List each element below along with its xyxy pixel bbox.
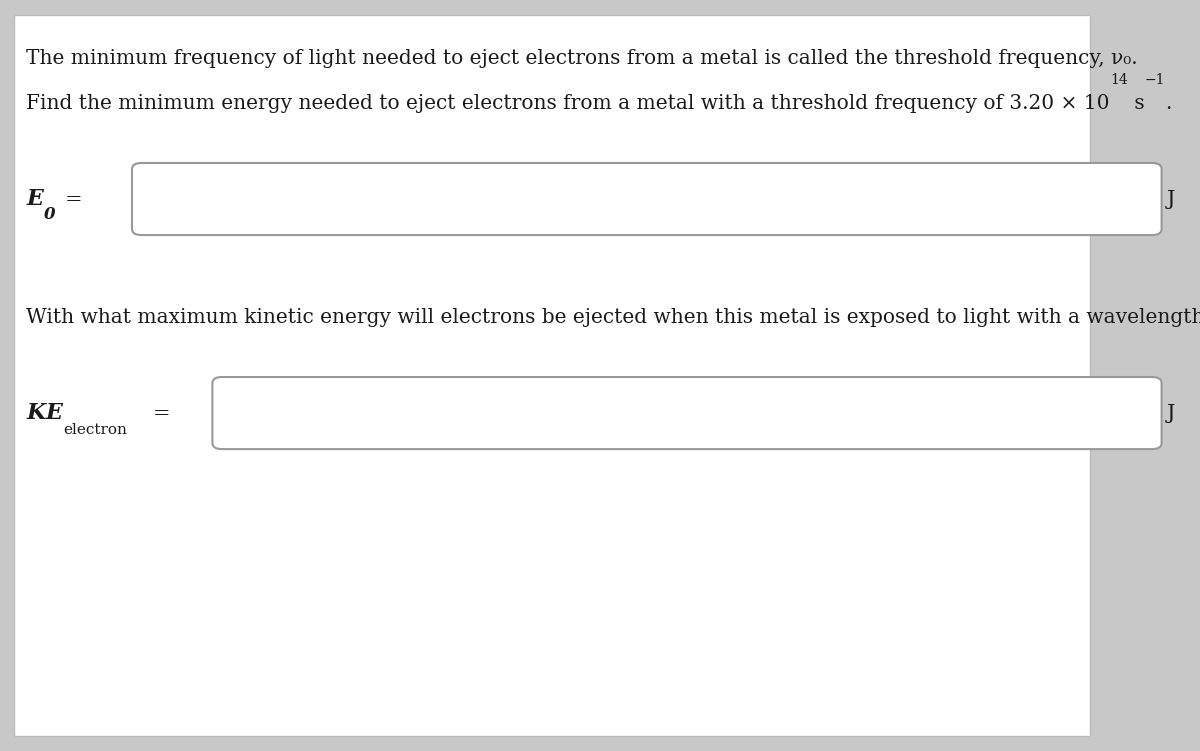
Text: J: J: [1166, 189, 1175, 209]
Text: 14: 14: [1110, 73, 1128, 87]
Text: K: K: [26, 402, 46, 424]
FancyBboxPatch shape: [132, 163, 1162, 235]
Text: The minimum frequency of light needed to eject electrons from a metal is called : The minimum frequency of light needed to…: [26, 49, 1138, 68]
Text: E: E: [46, 402, 62, 424]
Text: Find the minimum energy needed to eject electrons from a metal with a threshold : Find the minimum energy needed to eject …: [26, 94, 1110, 113]
Text: E: E: [26, 188, 43, 210]
Text: J: J: [1166, 403, 1175, 423]
Text: electron: electron: [62, 423, 127, 436]
Text: =: =: [65, 189, 83, 209]
Text: s: s: [1128, 94, 1145, 113]
FancyBboxPatch shape: [212, 377, 1162, 449]
Text: 0: 0: [43, 206, 55, 222]
Text: −1: −1: [1145, 73, 1165, 87]
Text: .: .: [1165, 94, 1171, 113]
Text: With what maximum kinetic energy will electrons be ejected when this metal is ex: With what maximum kinetic energy will el…: [26, 308, 1200, 327]
Text: =: =: [152, 403, 170, 423]
